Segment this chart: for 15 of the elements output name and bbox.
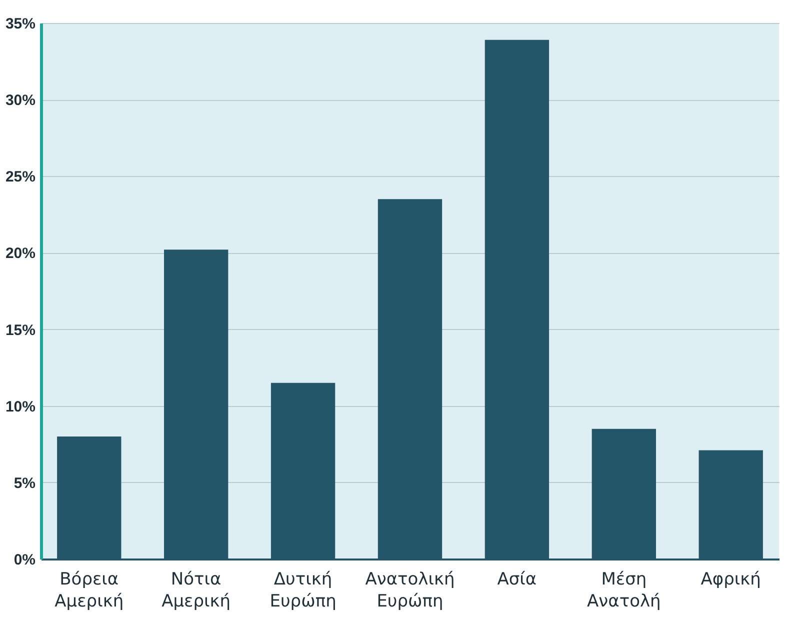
x-tick-label: Ανατολική Ευρώπη <box>365 570 455 612</box>
y-tick-label: 30% <box>5 92 36 110</box>
y-tick-label: 25% <box>5 168 36 186</box>
x-tick-label: Μέση Ανατολή <box>587 570 661 612</box>
x-tick-label: Βόρεια Αμερική <box>54 570 124 612</box>
x-tick-label: Αφρική <box>700 570 761 590</box>
x-tick-label: Δυτική Ευρώπη <box>270 570 336 612</box>
y-tick-label: 0% <box>14 552 36 568</box>
y-tick-label: 15% <box>5 322 36 339</box>
x-tick-label: Νότια Αμερική <box>162 570 231 612</box>
y-tick-label: 10% <box>5 398 36 416</box>
y-tick-label: 35% <box>5 16 36 32</box>
y-tick-label: 20% <box>5 245 36 262</box>
y-tick-label: 5% <box>14 474 36 492</box>
x-tick-label: Ασία <box>497 570 537 590</box>
